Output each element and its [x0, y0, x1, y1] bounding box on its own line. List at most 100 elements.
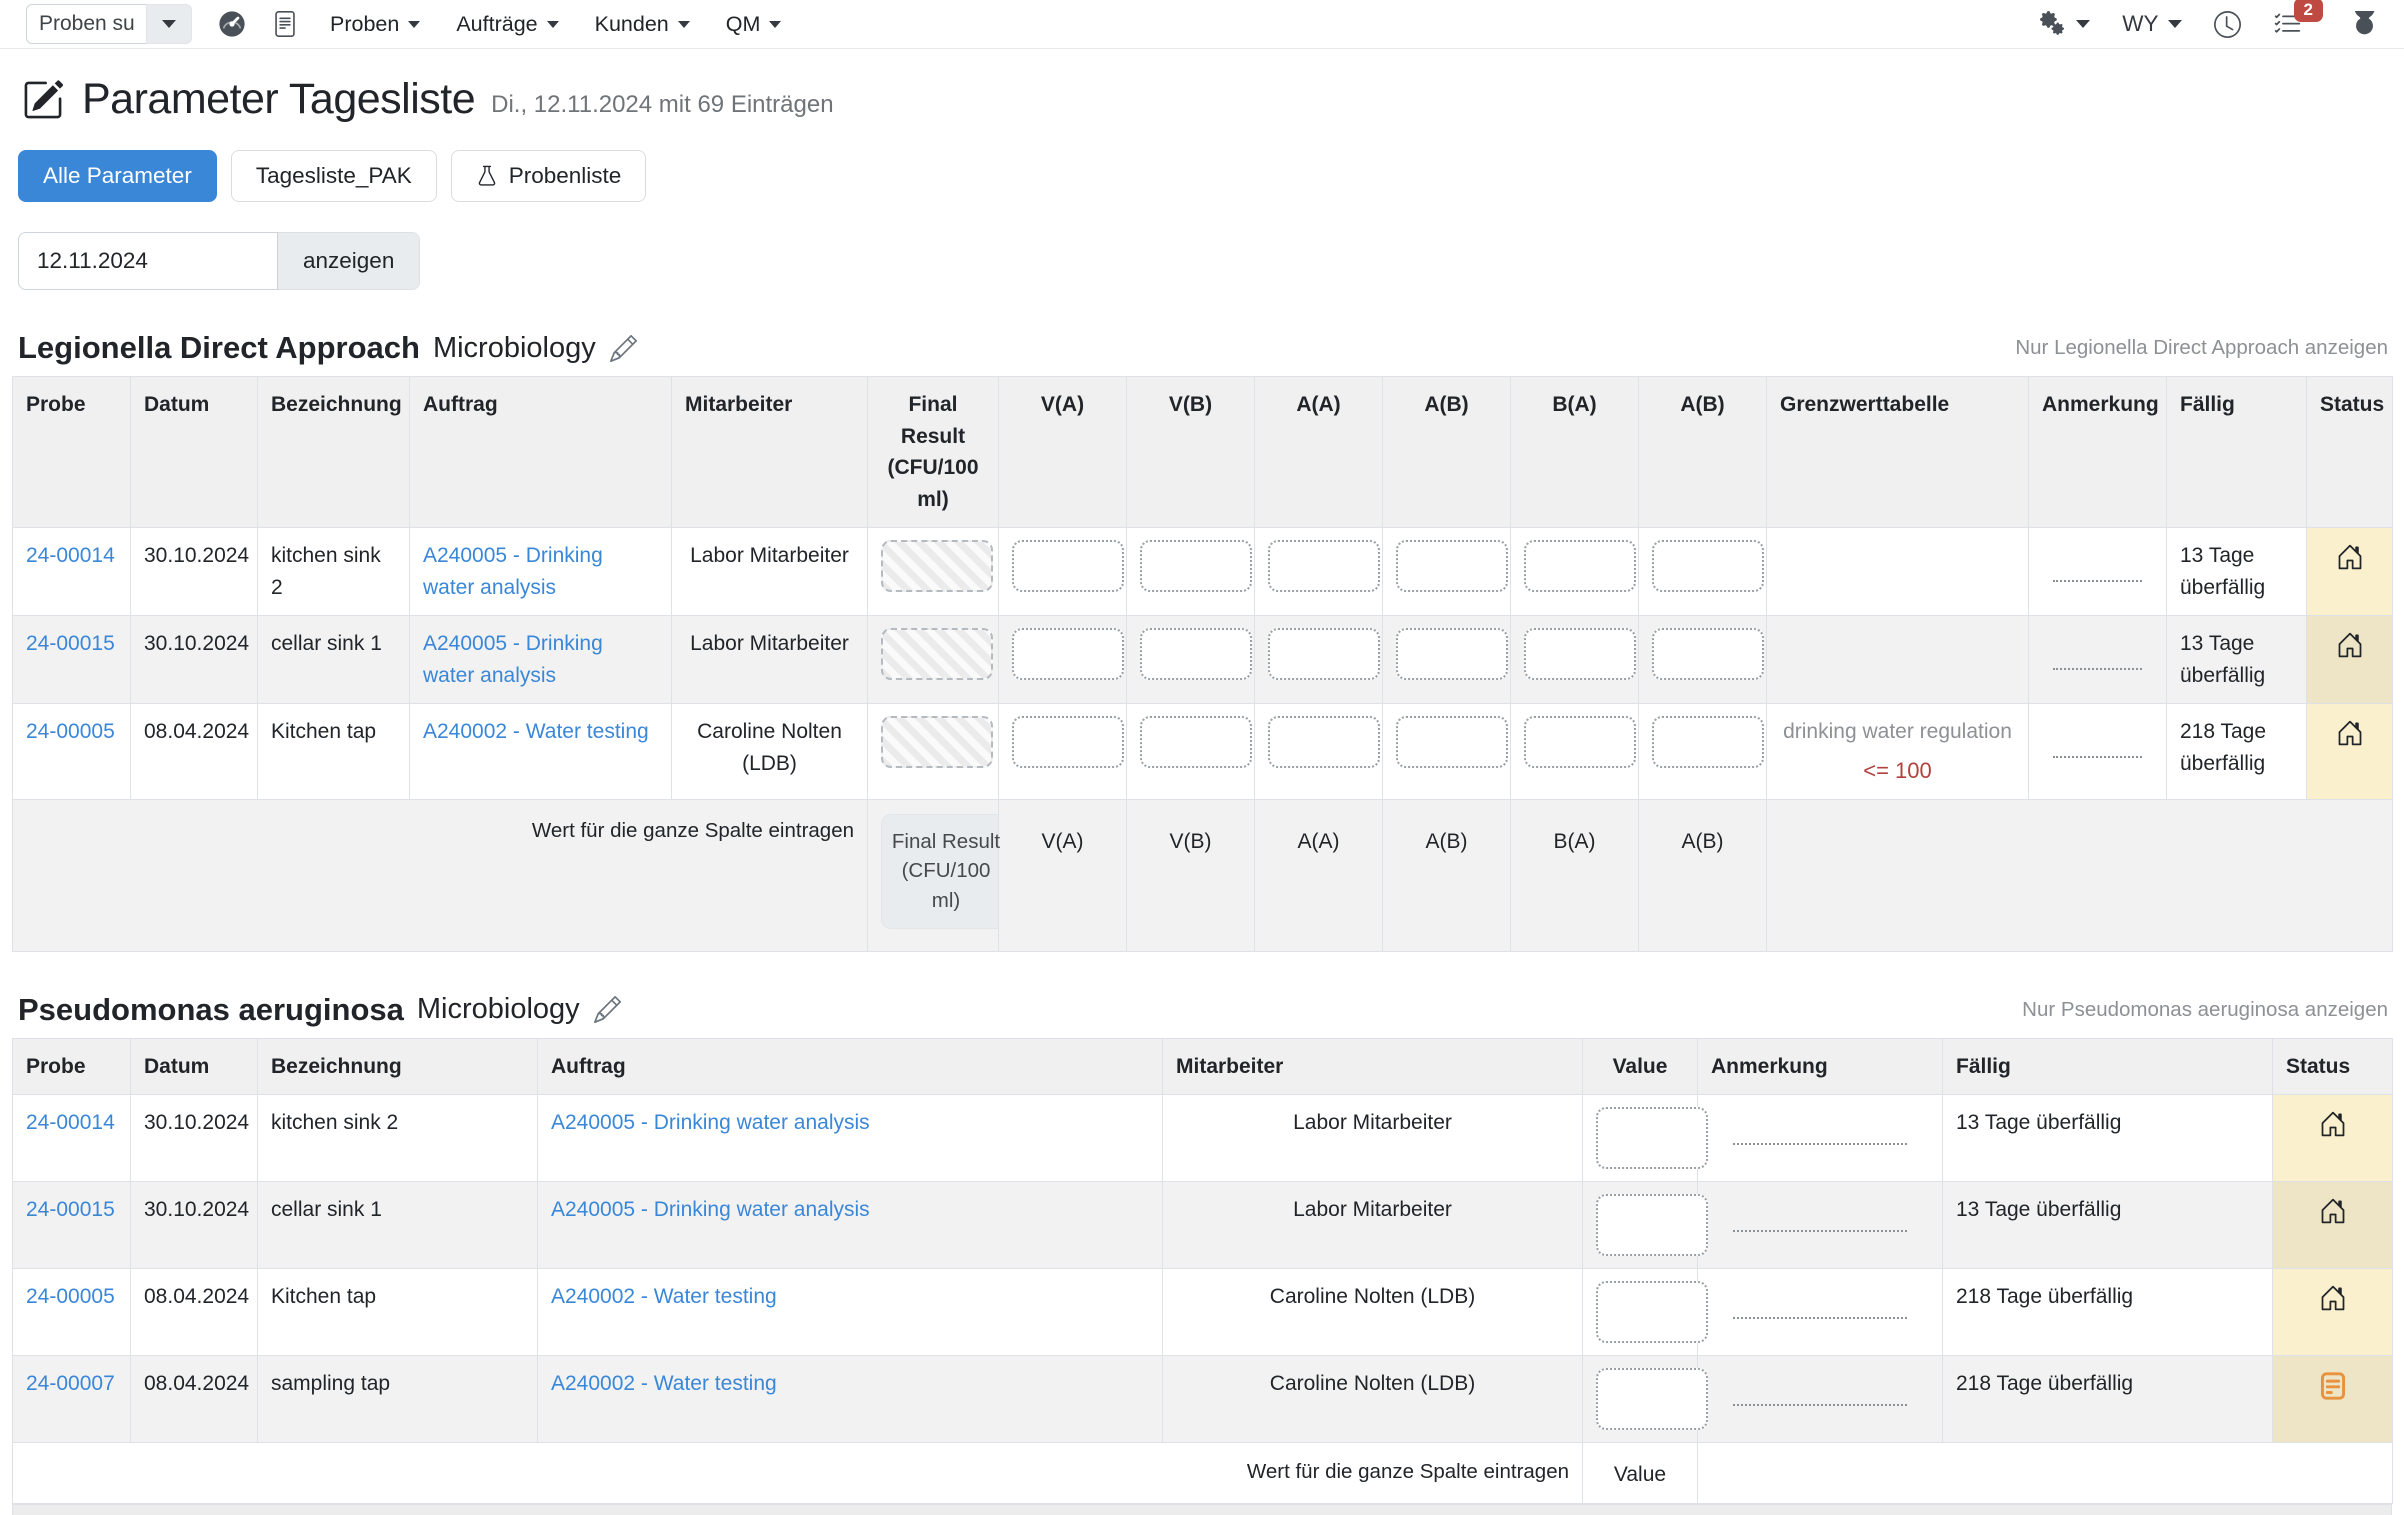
final-result-disabled-field — [881, 628, 993, 680]
auftrag-link[interactable]: A240002 - Water testing — [423, 720, 649, 743]
legionella-only-link[interactable]: Nur Legionella Direct Approach anzeigen — [2015, 336, 2388, 359]
probe-link[interactable]: 24-00007 — [26, 1372, 115, 1395]
aa-input[interactable] — [1268, 628, 1380, 680]
status-cell[interactable] — [2306, 703, 2393, 800]
value-input[interactable] — [1596, 1107, 1708, 1169]
fill-final-result-button[interactable]: Final Result (CFU/100 ml) — [881, 813, 1011, 929]
legionella-edit-button[interactable] — [609, 334, 637, 362]
anmerkung-field[interactable] — [2053, 658, 2142, 670]
probe-link[interactable]: 24-00005 — [26, 720, 115, 743]
status-cell[interactable] — [2272, 1355, 2393, 1443]
pseudomonas-only-link[interactable]: Nur Pseudomonas aeruginosa anzeigen — [2022, 997, 2388, 1021]
probe-link[interactable]: 24-00014 — [26, 1111, 115, 1134]
menu-qm[interactable]: QM — [726, 12, 782, 37]
status-cell[interactable] — [2272, 1094, 2393, 1182]
mitarbeiter-cell: Caroline Nolten (LDB) — [1162, 1268, 1583, 1356]
va-input[interactable] — [1012, 540, 1124, 592]
settings-menu[interactable] — [2040, 10, 2091, 38]
auftrag-link[interactable]: A240002 - Water testing — [551, 1285, 777, 1308]
show-button[interactable]: anzeigen — [278, 232, 421, 290]
anmerkung-field[interactable] — [1732, 1394, 1908, 1406]
dashboard-button[interactable] — [218, 10, 246, 38]
aa-input[interactable] — [1268, 716, 1380, 768]
history-button[interactable] — [2213, 10, 2241, 38]
ab2-input[interactable] — [1652, 540, 1764, 592]
pseudomonas-section-header: Pseudomonas aeruginosa Microbiology Nur … — [18, 992, 2388, 1028]
pseudomonas-edit-button[interactable] — [593, 996, 621, 1023]
auftrag-link[interactable]: A240005 - Drinking water analysis — [551, 1111, 870, 1134]
fill-va-button[interactable]: V(A) — [998, 798, 1127, 952]
datum-cell: 30.10.2024 — [130, 1181, 258, 1269]
logout-button[interactable] — [2351, 10, 2378, 38]
menu-kunden-label: Kunden — [594, 11, 669, 36]
col-probe: Probe — [12, 1037, 131, 1095]
search-input[interactable] — [26, 4, 146, 44]
ab2-input[interactable] — [1652, 628, 1764, 680]
probe-link[interactable]: 24-00014 — [26, 544, 115, 567]
col-status: Status — [2272, 1037, 2393, 1095]
auftrag-link[interactable]: A240005 - Drinking water analysis — [423, 544, 603, 599]
fill-ab2-button[interactable]: A(B) — [1638, 798, 1767, 952]
status-cell[interactable] — [2272, 1181, 2393, 1269]
status-cell[interactable] — [2306, 527, 2393, 616]
tab-probenliste[interactable]: Probenliste — [450, 150, 647, 202]
probe-link[interactable]: 24-00015 — [26, 632, 115, 655]
ab-input[interactable] — [1396, 716, 1508, 768]
anmerkung-field[interactable] — [1732, 1133, 1908, 1145]
anmerkung-field[interactable] — [2053, 746, 2142, 758]
value-input[interactable] — [1596, 1281, 1708, 1343]
aa-input[interactable] — [1268, 540, 1380, 592]
anmerkung-field[interactable] — [1732, 1307, 1908, 1319]
fill-ab-button[interactable]: A(B) — [1382, 798, 1511, 952]
va-input[interactable] — [1012, 716, 1124, 768]
vb-input[interactable] — [1140, 628, 1252, 680]
home-icon — [2338, 632, 2361, 658]
anmerkung-field[interactable] — [2053, 570, 2142, 582]
fill-ba-button[interactable]: B(A) — [1510, 798, 1639, 952]
top-navbar: Proben Aufträge Kunden QM WY — [0, 0, 2404, 49]
date-input[interactable] — [18, 232, 278, 290]
search-dropdown-button[interactable] — [146, 4, 192, 44]
status-cell[interactable] — [2272, 1268, 2393, 1356]
page-title: Parameter Tagesliste — [82, 75, 476, 123]
menu-kunden[interactable]: Kunden — [595, 12, 690, 37]
auftrag-link[interactable]: A240005 - Drinking water analysis — [551, 1198, 870, 1221]
auftrag-link[interactable]: A240005 - Drinking water analysis — [423, 632, 603, 687]
ab2-input[interactable] — [1652, 716, 1764, 768]
ba-input[interactable] — [1524, 628, 1636, 680]
table-row: 24-00005 08.04.2024 Kitchen tap A240002 … — [12, 1268, 2393, 1356]
menu-auftraege[interactable]: Aufträge — [456, 12, 559, 37]
sample-search-group — [26, 4, 192, 44]
ab-input[interactable] — [1396, 540, 1508, 592]
vb-input[interactable] — [1140, 716, 1252, 768]
tasks-button[interactable]: 2 — [2273, 0, 2323, 39]
tab-tagesliste-pak[interactable]: Tagesliste_PAK — [230, 150, 437, 202]
ba-input[interactable] — [1524, 540, 1636, 592]
list-check-icon — [2274, 13, 2300, 33]
ba-input[interactable] — [1524, 716, 1636, 768]
fill-vb-button[interactable]: V(B) — [1126, 798, 1255, 952]
value-input[interactable] — [1596, 1194, 1708, 1256]
document-button[interactable] — [272, 11, 298, 37]
auftrag-link[interactable]: A240002 - Water testing — [551, 1372, 777, 1395]
anmerkung-field[interactable] — [1732, 1220, 1908, 1232]
col-faellig: Fällig — [1942, 1037, 2273, 1095]
va-input[interactable] — [1012, 628, 1124, 680]
fill-value-button[interactable]: Value — [1582, 1442, 1698, 1504]
col-ab: A(B) — [1382, 376, 1511, 528]
column-fill-label: Wert für die ganze Spalte eintragen — [12, 1442, 1583, 1504]
probe-link[interactable]: 24-00015 — [26, 1198, 115, 1221]
user-menu[interactable]: WY — [2122, 11, 2182, 37]
menu-proben[interactable]: Proben — [330, 12, 421, 37]
ab-input[interactable] — [1396, 628, 1508, 680]
table-row: 24-00015 30.10.2024 cellar sink 1 A24000… — [12, 615, 2393, 704]
vb-input[interactable] — [1140, 540, 1252, 592]
faellig-cell: 13 Tage überfällig — [1942, 1094, 2273, 1182]
value-input[interactable] — [1596, 1368, 1708, 1430]
probe-link[interactable]: 24-00005 — [26, 1285, 115, 1308]
fill-aa-button[interactable]: A(A) — [1254, 798, 1383, 952]
col-auftrag: Auftrag — [537, 1037, 1163, 1095]
status-cell[interactable] — [2306, 615, 2393, 704]
column-fill-row: Wert für die ganze Spalte eintragen Valu… — [12, 1442, 2393, 1504]
tab-alle-parameter[interactable]: Alle Parameter — [18, 150, 217, 202]
